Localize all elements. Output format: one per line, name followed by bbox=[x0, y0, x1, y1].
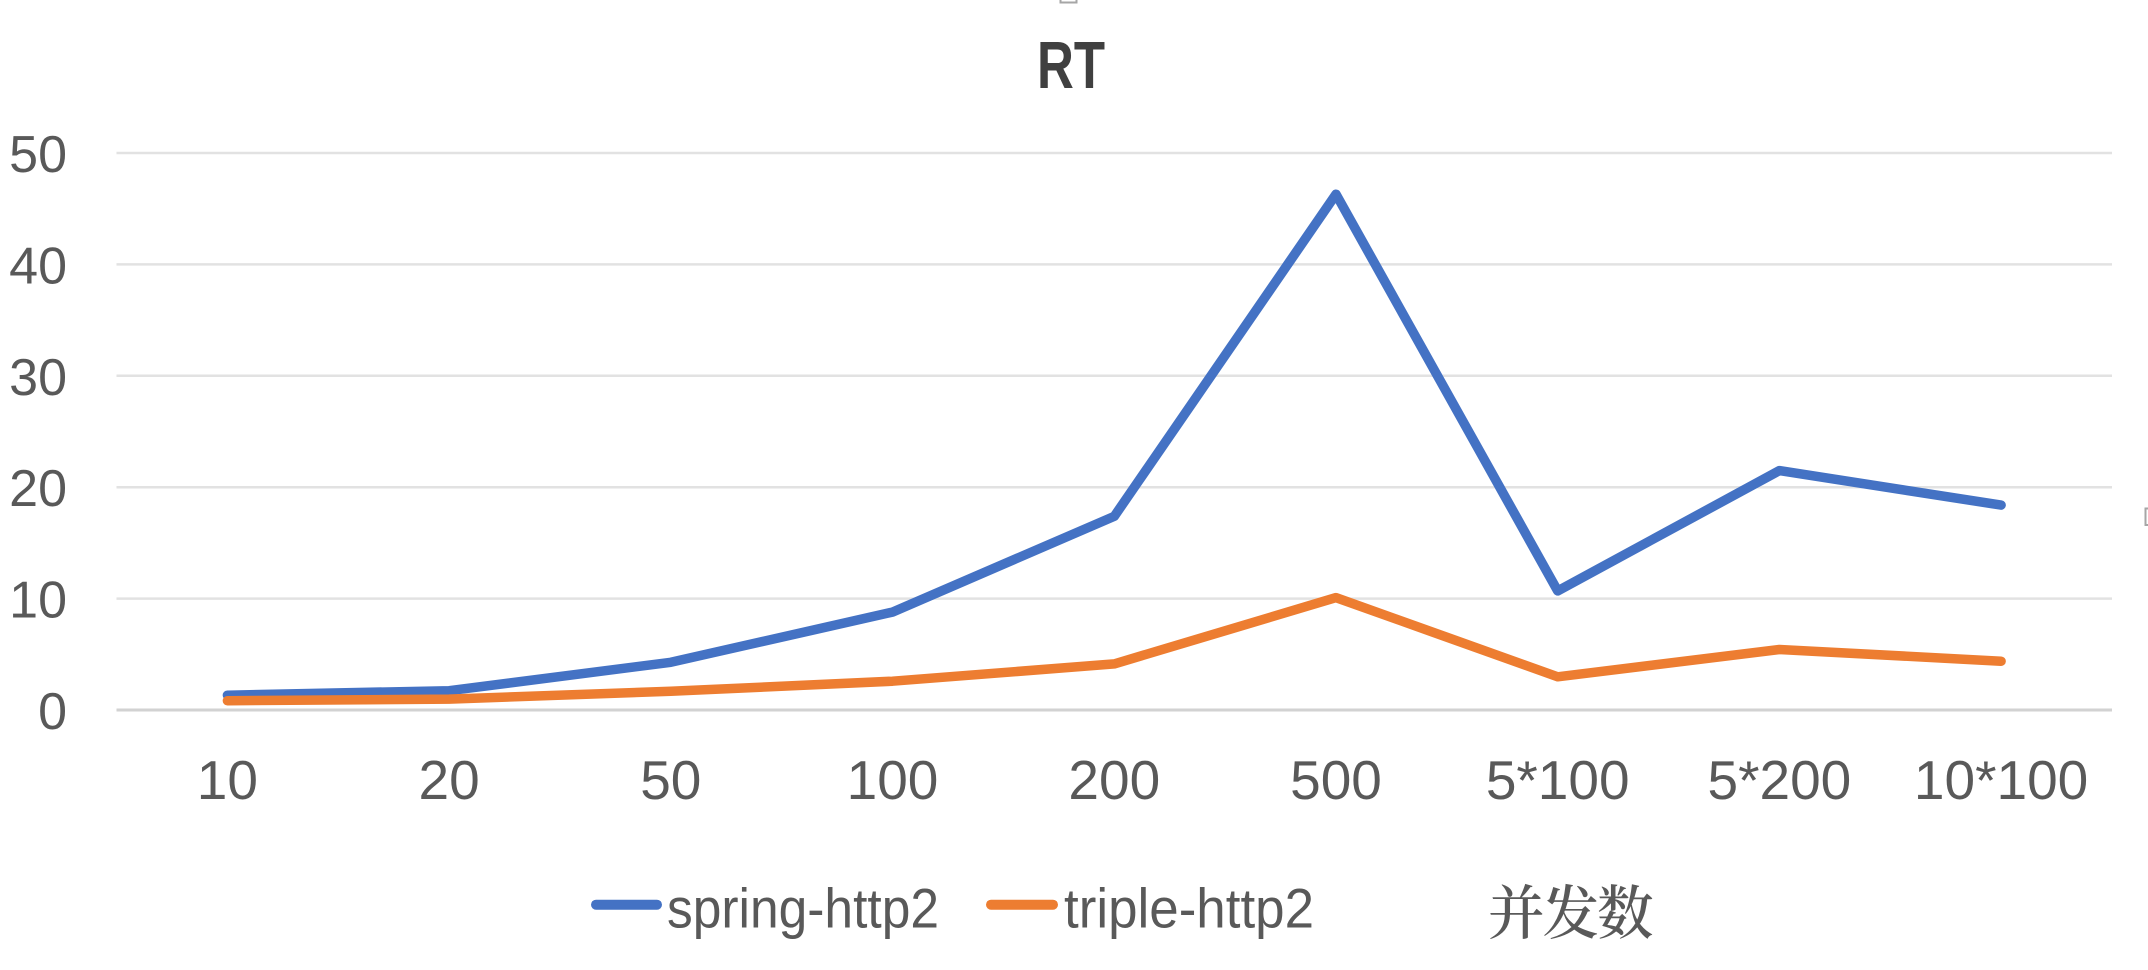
svg-text:200: 200 bbox=[1068, 749, 1160, 811]
svg-text:spring-http2: spring-http2 bbox=[667, 877, 939, 940]
svg-text:5*200: 5*200 bbox=[1708, 749, 1852, 811]
svg-text:10: 10 bbox=[9, 572, 67, 630]
svg-text:50: 50 bbox=[640, 749, 701, 811]
svg-text:triple-http2: triple-http2 bbox=[1064, 877, 1314, 940]
svg-text:500: 500 bbox=[1290, 749, 1382, 811]
svg-text:40: 40 bbox=[9, 237, 67, 295]
svg-text:50: 50 bbox=[9, 126, 67, 184]
svg-text:RT: RT bbox=[1037, 28, 1105, 103]
svg-text:100: 100 bbox=[847, 749, 939, 811]
svg-text:30: 30 bbox=[9, 349, 67, 407]
svg-text:0: 0 bbox=[38, 683, 67, 741]
svg-text:10: 10 bbox=[197, 749, 258, 811]
svg-text:20: 20 bbox=[9, 460, 67, 518]
svg-text:20: 20 bbox=[419, 749, 480, 811]
svg-text:5*100: 5*100 bbox=[1486, 749, 1630, 811]
svg-text:10*100: 10*100 bbox=[1914, 749, 2088, 811]
